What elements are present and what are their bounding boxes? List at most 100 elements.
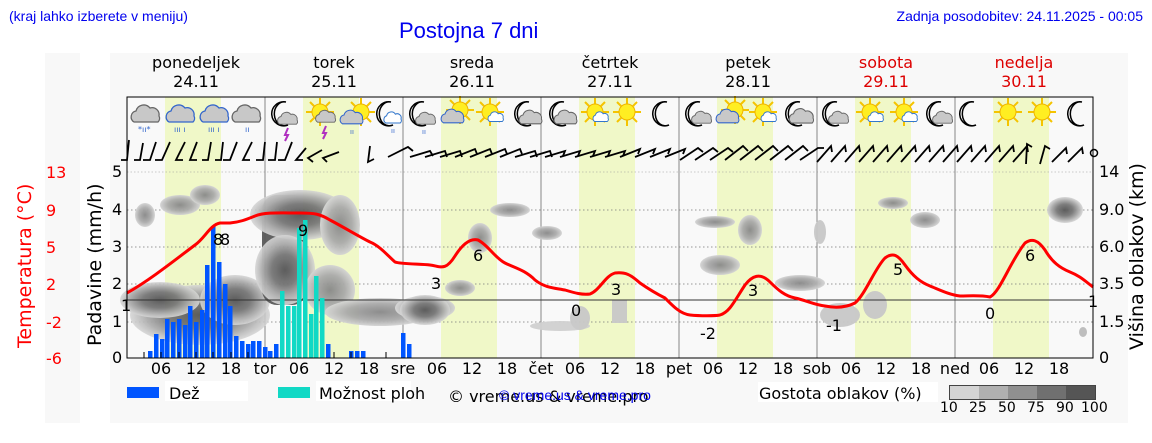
x-tick: 12 <box>875 359 897 378</box>
day-header-weekend: nedelja 30.11 <box>955 53 1093 91</box>
density-tick: 25 <box>969 400 987 416</box>
svg-text:5: 5 <box>893 260 903 279</box>
day-name: četrtek <box>581 53 639 72</box>
showers-legend-label-bg <box>316 381 411 401</box>
cloud-density-scale <box>949 385 1096 400</box>
svg-text:8: 8 <box>220 230 230 249</box>
cloud-height-tick: 3.5 <box>1099 274 1125 293</box>
temperature-line <box>126 211 1094 318</box>
day-date: 27.11 <box>587 72 633 91</box>
temperature-tick: 9 <box>46 201 57 220</box>
day-date: 25.11 <box>311 72 357 91</box>
svg-text:ıı: ıı <box>245 125 249 134</box>
svg-text:ııı ı: ııı ı <box>174 125 185 134</box>
day-name: petek <box>725 53 771 72</box>
showers-legend-swatch <box>278 387 310 398</box>
precip-tick: 5 <box>112 162 123 181</box>
svg-text:ıı: ıı <box>391 127 395 135</box>
x-tick: 18 <box>634 359 656 378</box>
precip-tick: 0 <box>112 348 123 367</box>
x-tick: čet <box>528 359 554 378</box>
temperature-tick: -2 <box>46 313 62 332</box>
svg-text:3: 3 <box>611 280 621 299</box>
x-tick: 06 <box>978 359 1000 378</box>
x-tick: 06 <box>702 359 724 378</box>
temperature-tick: -6 <box>46 349 62 368</box>
last-update: Zadnja posodobitev: 24.11.2025 - 00:05 <box>896 8 1143 24</box>
showers-bars <box>280 220 325 358</box>
temperature-tick: 5 <box>46 238 57 257</box>
x-tick: pet <box>665 359 693 378</box>
density-tick: 90 <box>1056 400 1074 416</box>
svg-text:3: 3 <box>431 274 441 293</box>
x-tick: 06 <box>288 359 310 378</box>
cloud-height-tick: 6.0 <box>1099 237 1125 256</box>
weather-icons: *ıı* ııı ı ııı ı ıı ıı ıı ıı <box>130 95 1085 142</box>
x-tick: 06 <box>426 359 448 378</box>
precip-tick: 1 <box>112 312 123 331</box>
x-tick: ned <box>939 359 971 378</box>
day-header: sreda 26.11 <box>403 53 541 91</box>
freezing-marker-right: 1 <box>1088 292 1099 311</box>
svg-text:9: 9 <box>298 221 308 240</box>
temperature-tick: 2 <box>46 275 57 294</box>
day-date: 28.11 <box>725 72 771 91</box>
x-tick: 12 <box>461 359 483 378</box>
density-tick: 50 <box>998 400 1016 416</box>
day-header: petek 28.11 <box>679 53 817 91</box>
cloud-height-tick: 0 <box>1099 348 1110 367</box>
x-tick: 18 <box>910 359 932 378</box>
day-date: 30.11 <box>1001 72 1047 91</box>
day-name: torek <box>313 53 355 72</box>
day-header: ponedeljek 24.11 <box>127 53 265 91</box>
wind-barbs <box>121 139 1099 165</box>
rain-bars <box>148 226 412 358</box>
day-date: 24.11 <box>173 72 219 91</box>
density-tick: 10 <box>940 400 958 416</box>
location-hint-link[interactable]: (kraj lahko izberete v meniju) <box>9 8 188 24</box>
svg-text:-2: -2 <box>700 324 716 343</box>
x-tick: 18 <box>358 359 380 378</box>
svg-text:-1: -1 <box>826 316 842 335</box>
copyright-text[interactable]: © vreme.us & vreme.pro <box>499 387 651 403</box>
rain-legend-label: Dež <box>169 384 200 403</box>
temperature-value-labels: 88 9 3 6 0 3 -2 3 -1 5 0 6 <box>213 221 1035 343</box>
x-tick: 12 <box>1013 359 1035 378</box>
density-swatch-10 <box>950 386 979 399</box>
day-header: torek 25.11 <box>265 53 403 91</box>
cloud-height-tick: 14 <box>1099 162 1120 181</box>
x-tick: 12 <box>737 359 759 378</box>
x-tick: 18 <box>772 359 794 378</box>
density-tick: 100 <box>1081 400 1108 416</box>
x-tick: tor <box>253 359 277 378</box>
svg-text:6: 6 <box>473 246 483 265</box>
x-tick: 18 <box>1048 359 1070 378</box>
cloud-height-tick: 9.0 <box>1099 200 1125 219</box>
precip-tick: 4 <box>112 200 123 219</box>
freezing-marker-left: 1 <box>121 296 132 315</box>
day-name: ponedeljek <box>152 53 240 72</box>
cloud-height-axis-title: Višina oblakov (km) <box>1126 163 1148 350</box>
svg-text:ıı: ıı <box>422 128 426 136</box>
cloud-density-label-bg <box>758 382 938 402</box>
svg-text:0: 0 <box>571 301 581 320</box>
svg-text:6: 6 <box>1025 246 1035 265</box>
x-tick: 18 <box>496 359 518 378</box>
rain-legend-label-bg <box>165 381 248 401</box>
x-tick: sob <box>802 359 832 378</box>
temperature-tick: 13 <box>46 163 67 182</box>
svg-text:3: 3 <box>748 281 758 300</box>
x-tick: 06 <box>564 359 586 378</box>
density-swatch-25 <box>979 386 1008 399</box>
x-tick: 12 <box>599 359 621 378</box>
day-header-weekend: sobota 29.11 <box>817 53 955 91</box>
density-tick: 75 <box>1027 400 1045 416</box>
cloud-density-label: Gostota oblakov (%) <box>759 384 922 403</box>
day-date: 26.11 <box>449 72 495 91</box>
svg-text:*ıı*: *ıı* <box>138 125 150 134</box>
day-name: sreda <box>449 53 495 72</box>
svg-text:ıı: ıı <box>350 128 354 136</box>
x-tick: sre <box>390 359 416 378</box>
density-swatch-50 <box>1008 386 1037 399</box>
